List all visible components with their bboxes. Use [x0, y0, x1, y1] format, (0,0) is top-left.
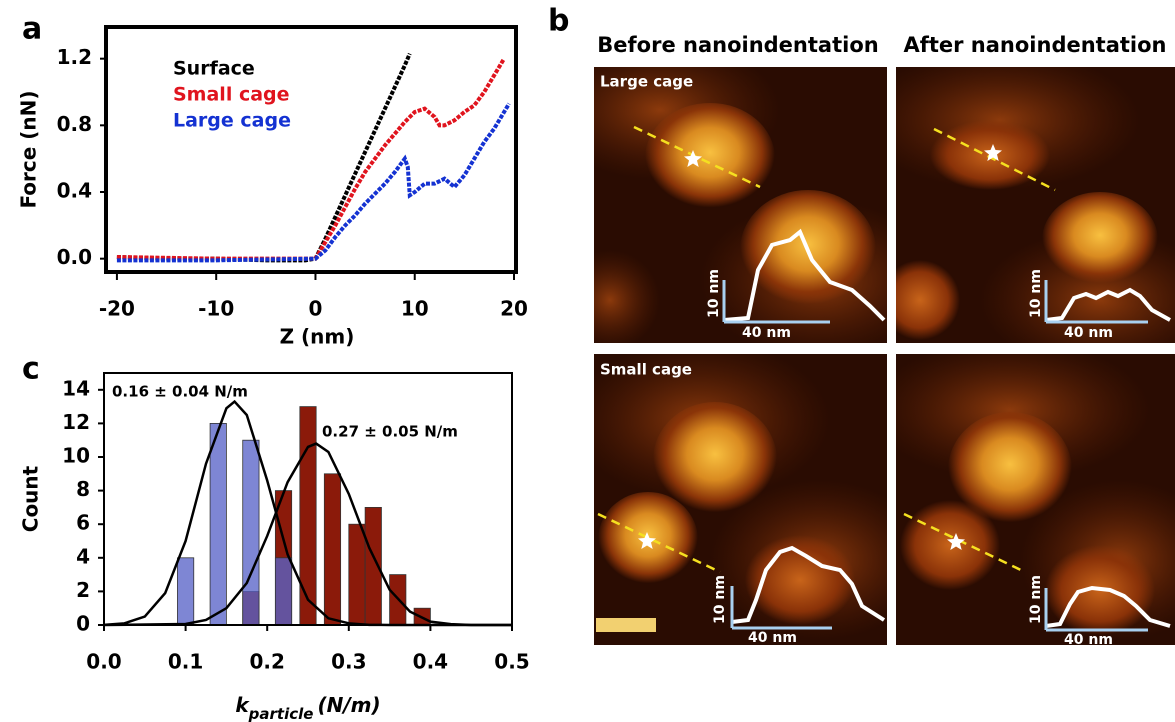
- image-label: Small cage: [600, 361, 692, 379]
- annotation: 0.27 ± 0.05 N/m: [322, 423, 458, 441]
- x-tick-label: -10: [198, 297, 234, 321]
- panel-label: b: [548, 4, 569, 39]
- afm-image: [896, 354, 1175, 645]
- legend-entry: Small cage: [173, 84, 290, 106]
- image-label: Large cage: [600, 73, 693, 91]
- plot-frame: [103, 372, 513, 626]
- data-line: [116, 102, 511, 263]
- y-tick-label: 8: [76, 477, 90, 501]
- scale-label: 40 nm: [1064, 325, 1113, 341]
- x-tick-label: 0.0: [86, 650, 121, 674]
- panel-label: c: [22, 352, 40, 387]
- x-tick-label: 0.3: [331, 650, 366, 674]
- y-axis-label: Count: [19, 465, 43, 532]
- scale-label: 40 nm: [748, 630, 797, 646]
- scale-label: 10 nm: [712, 575, 728, 624]
- scale-label: 40 nm: [1064, 632, 1113, 648]
- bar: [242, 439, 260, 626]
- column-header: Before nanoindentation: [597, 33, 878, 57]
- y-axis-label: Force (nN): [17, 90, 41, 208]
- y-tick-label: 0.8: [57, 112, 92, 136]
- y-tick-label: 2: [76, 578, 90, 602]
- legend-entry: Large cage: [173, 110, 291, 132]
- y-tick-label: 6: [76, 511, 90, 535]
- fit-curve: [103, 399, 512, 627]
- plot-frame: [104, 25, 518, 274]
- bar: [209, 422, 227, 626]
- scale-label: 10 nm: [1028, 575, 1044, 624]
- x-tick-label: 10: [401, 297, 429, 321]
- column-header: After nanoindentation: [903, 33, 1166, 57]
- legend-entry: Surface: [173, 58, 255, 80]
- fit-curve: [103, 442, 512, 627]
- afm-image: [896, 67, 1175, 343]
- y-tick-label: 14: [62, 376, 90, 400]
- afm-image: [594, 67, 887, 343]
- y-tick-label: 4: [76, 544, 90, 568]
- y-tick-label: 0.0: [57, 245, 92, 269]
- x-tick-label: 0.2: [249, 650, 284, 674]
- y-tick-label: 0.4: [57, 179, 92, 203]
- scale-label: 40 nm: [742, 325, 791, 341]
- afm-image: [594, 354, 887, 645]
- x-axis-label-symbol: k: [235, 693, 250, 717]
- x-tick-label: -20: [99, 297, 135, 321]
- y-tick-label: 12: [62, 410, 90, 434]
- x-tick-label: 0.1: [168, 650, 203, 674]
- x-tick-label: 0.5: [494, 650, 529, 674]
- x-tick-label: 0: [309, 297, 323, 321]
- panel-label: a: [22, 12, 42, 47]
- x-axis-label: Z (nm): [280, 325, 355, 349]
- y-tick-label: 1.2: [57, 45, 92, 69]
- bar: [348, 523, 366, 626]
- x-axis-label-unit: (N/m): [317, 693, 380, 717]
- bar: [274, 557, 293, 626]
- bar: [177, 557, 195, 626]
- y-tick-label: 0: [76, 612, 90, 636]
- x-tick-label: 0.4: [413, 650, 448, 674]
- scale-label: 10 nm: [706, 269, 722, 318]
- annotation: 0.16 ± 0.04 N/m: [112, 383, 248, 401]
- scale-label: 10 nm: [1028, 269, 1044, 318]
- bar: [299, 406, 317, 626]
- bar: [323, 473, 342, 626]
- x-tick-label: 20: [500, 297, 528, 321]
- x-axis-label: kparticle (N/m): [235, 693, 380, 722]
- data-line: [116, 57, 506, 261]
- x-axis-label-subscript: particle: [248, 705, 314, 722]
- y-tick-label: 10: [62, 444, 90, 468]
